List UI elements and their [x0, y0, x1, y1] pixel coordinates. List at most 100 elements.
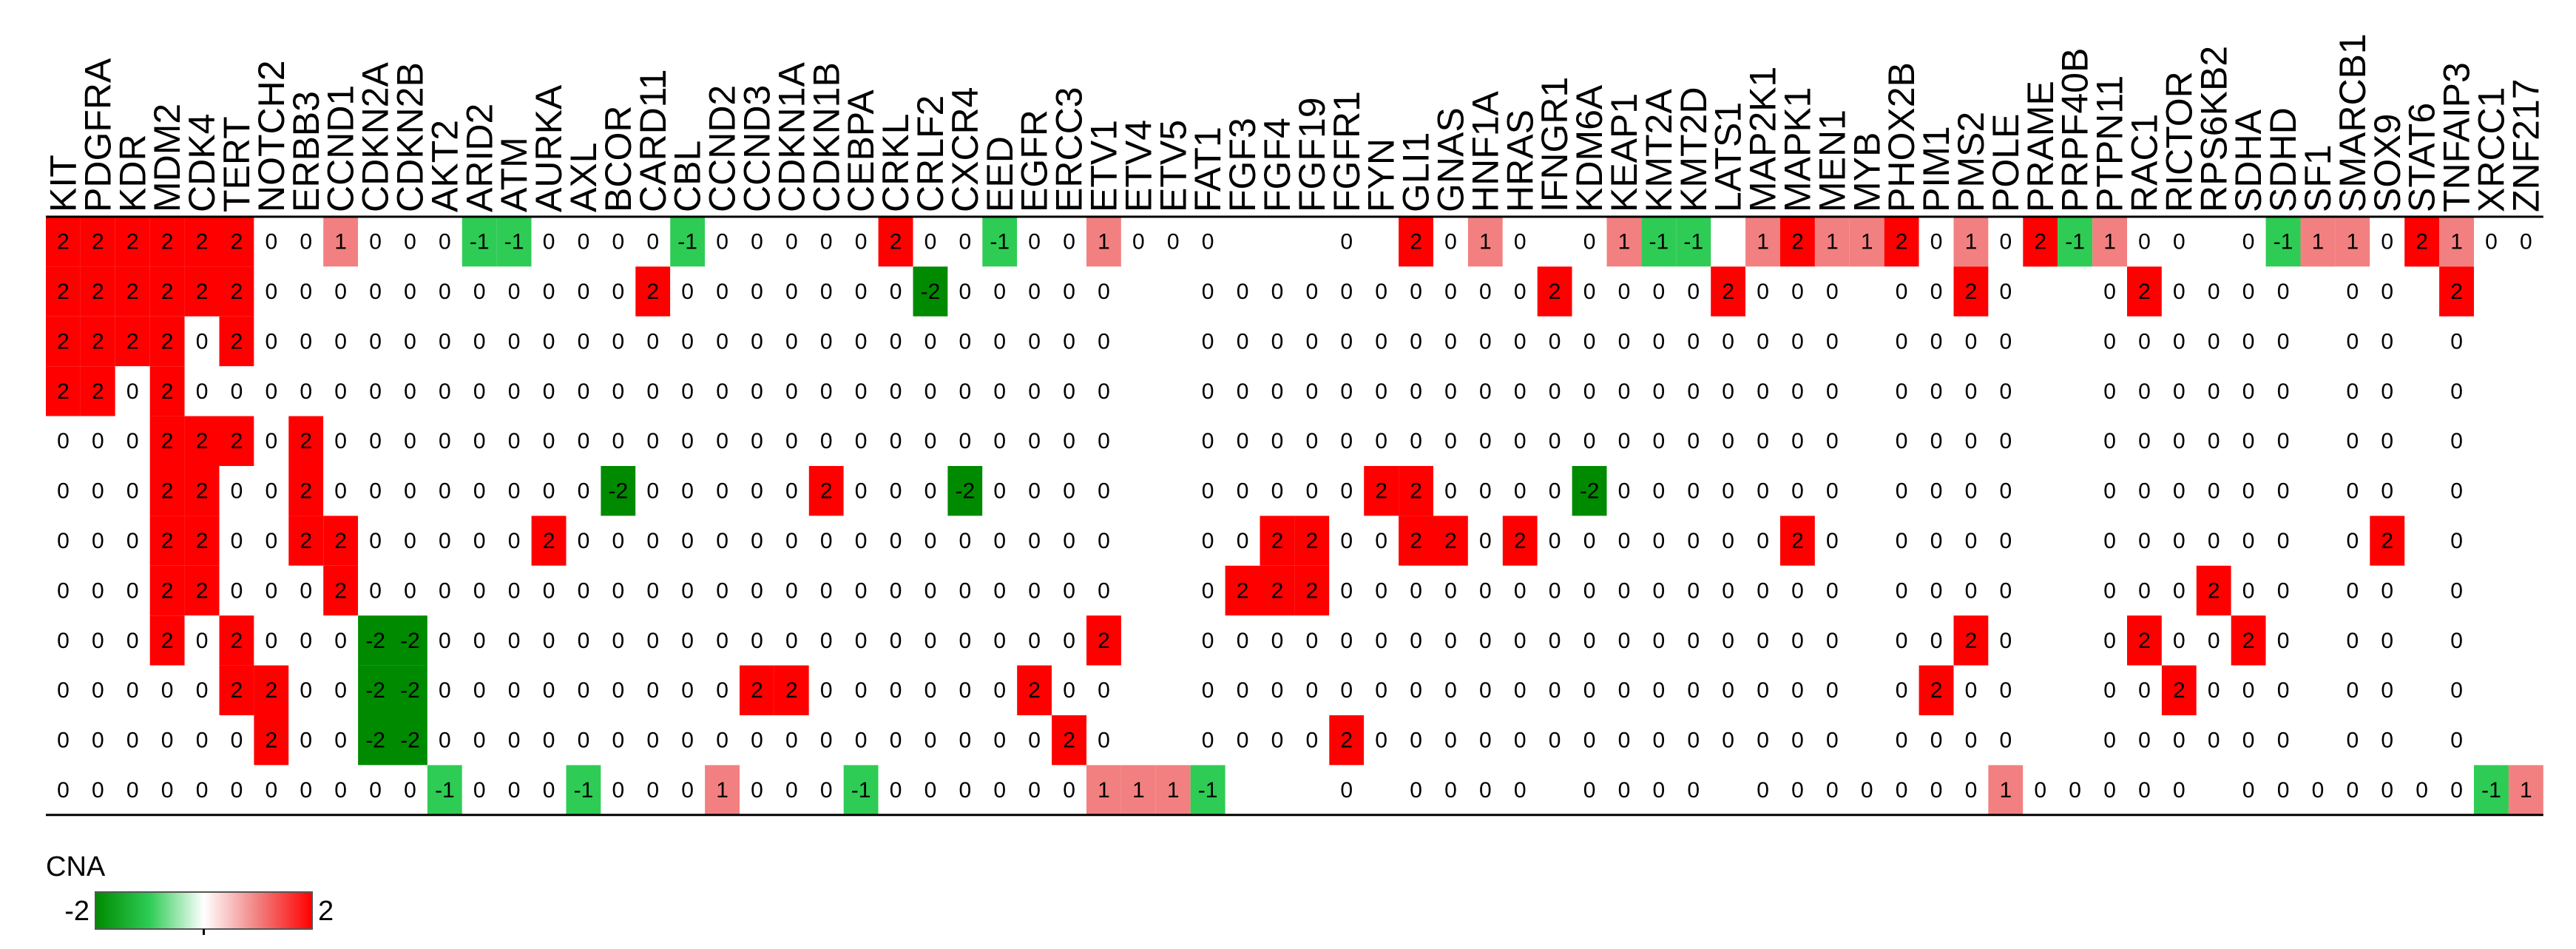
cell-label: 0 [2347, 678, 2359, 703]
heat-cell [740, 715, 774, 766]
cell-label: 0 [578, 729, 590, 753]
cell-label: 0 [1514, 379, 1527, 404]
heat-cell [2231, 366, 2266, 416]
heat-cell [1017, 615, 1052, 666]
heat-cell [1225, 665, 1260, 715]
cell-label: 0 [855, 429, 868, 453]
cell-label: 0 [820, 729, 833, 753]
cell-label: 2 [231, 329, 243, 354]
heat-cell [1260, 266, 1295, 317]
heat-cell [531, 516, 567, 566]
cell-label: 1 [1132, 778, 1145, 803]
cell-label: 0 [716, 429, 728, 453]
cell-label: 0 [1444, 479, 1457, 504]
cell-label: 0 [1028, 529, 1041, 553]
heat-cell [1953, 217, 1989, 267]
cell-label: 2 [1930, 678, 1943, 703]
heat-cell [1364, 565, 1399, 616]
cell-label: 0 [1514, 230, 1527, 254]
cell-label: 0 [266, 578, 278, 603]
cell-label: 0 [334, 379, 347, 404]
heat-cell [1572, 516, 1607, 566]
heat-cell [2231, 217, 2266, 267]
heat-cell [149, 416, 185, 466]
heat-cell [1814, 366, 1850, 416]
cell-label: 0 [716, 479, 728, 504]
cell-label: 0 [2450, 529, 2463, 553]
heat-cell [982, 266, 1018, 317]
cell-label: 0 [1028, 329, 1041, 354]
cell-label: 0 [1687, 379, 1700, 404]
cell-label: 0 [612, 230, 625, 254]
cell-label: 0 [1722, 678, 1734, 703]
cell-label: 0 [1063, 329, 1075, 354]
heat-cell [1988, 565, 2024, 616]
column-label: SF1 [2297, 144, 2339, 212]
cell-label: 0 [2277, 379, 2290, 404]
cell-label: 0 [1618, 280, 1631, 304]
cell-label: 0 [1098, 379, 1110, 404]
heat-cell [1190, 466, 1226, 516]
heat-cell [2370, 416, 2405, 466]
heat-cell [1537, 665, 1572, 715]
heat-cell [740, 516, 774, 566]
heat-cell [46, 416, 81, 466]
cell-label: 2 [1791, 230, 1804, 254]
heat-cell [878, 665, 913, 715]
heat-cell [1120, 217, 1156, 267]
cell-label: 0 [2138, 578, 2151, 603]
cell-label: 0 [1063, 778, 1075, 803]
cell-label: 2 [1271, 529, 1284, 553]
heat-cell [1329, 416, 1365, 466]
cell-label: 0 [1930, 230, 1943, 254]
column-label: PRAME [2020, 81, 2061, 212]
heat-cell [1953, 565, 1989, 616]
cell-label: 0 [1896, 479, 1908, 504]
cell-label: 0 [959, 280, 972, 304]
cell-label: 0 [1444, 329, 1457, 354]
cell-label: 0 [1653, 529, 1666, 553]
heat-cell [1399, 565, 1433, 616]
heat-cell [1502, 715, 1538, 766]
cell-label: 0 [92, 529, 104, 553]
cell-label: 0 [1167, 230, 1180, 254]
heat-cell [2092, 316, 2127, 367]
heat-cell [2335, 765, 2370, 815]
heat-cell [1017, 316, 1052, 367]
column-label: ZNF217 [2505, 78, 2546, 212]
cell-label: 0 [751, 230, 763, 254]
cell-label: 0 [1202, 479, 1214, 504]
heat-cell [80, 416, 115, 466]
heat-cell [2265, 615, 2301, 666]
heat-cell [635, 665, 671, 715]
heat-cell [2161, 366, 2197, 416]
heat-cell [1260, 615, 1295, 666]
heat-cell [496, 416, 532, 466]
heat-cell [2092, 416, 2127, 466]
cell-label: 0 [1583, 729, 1596, 753]
cell-label: 0 [1340, 429, 1353, 453]
heat-cell [635, 765, 671, 815]
heat-cell [1364, 516, 1399, 566]
heat-cell [1537, 466, 1572, 516]
heat-cell [358, 316, 393, 367]
heat-cell [115, 665, 150, 715]
heat-cell [601, 466, 636, 516]
heat-cell [705, 416, 740, 466]
cell-label: 0 [57, 729, 70, 753]
cell-label: 0 [716, 529, 728, 553]
heat-cell [496, 615, 532, 666]
heat-cell [149, 266, 185, 317]
cell-label: 0 [473, 678, 486, 703]
cell-label: 0 [2138, 778, 2151, 803]
cell-label: 0 [2103, 379, 2116, 404]
cell-label: 0 [1237, 529, 1249, 553]
cell-label: 0 [1965, 578, 1978, 603]
heat-cell [462, 366, 497, 416]
heat-cell [531, 416, 567, 466]
heat-cell [1433, 416, 1468, 466]
heat-cell [1155, 217, 1191, 267]
cell-label: 2 [1444, 529, 1457, 553]
cell-label: 0 [1410, 280, 1422, 304]
cell-label: 0 [404, 379, 416, 404]
